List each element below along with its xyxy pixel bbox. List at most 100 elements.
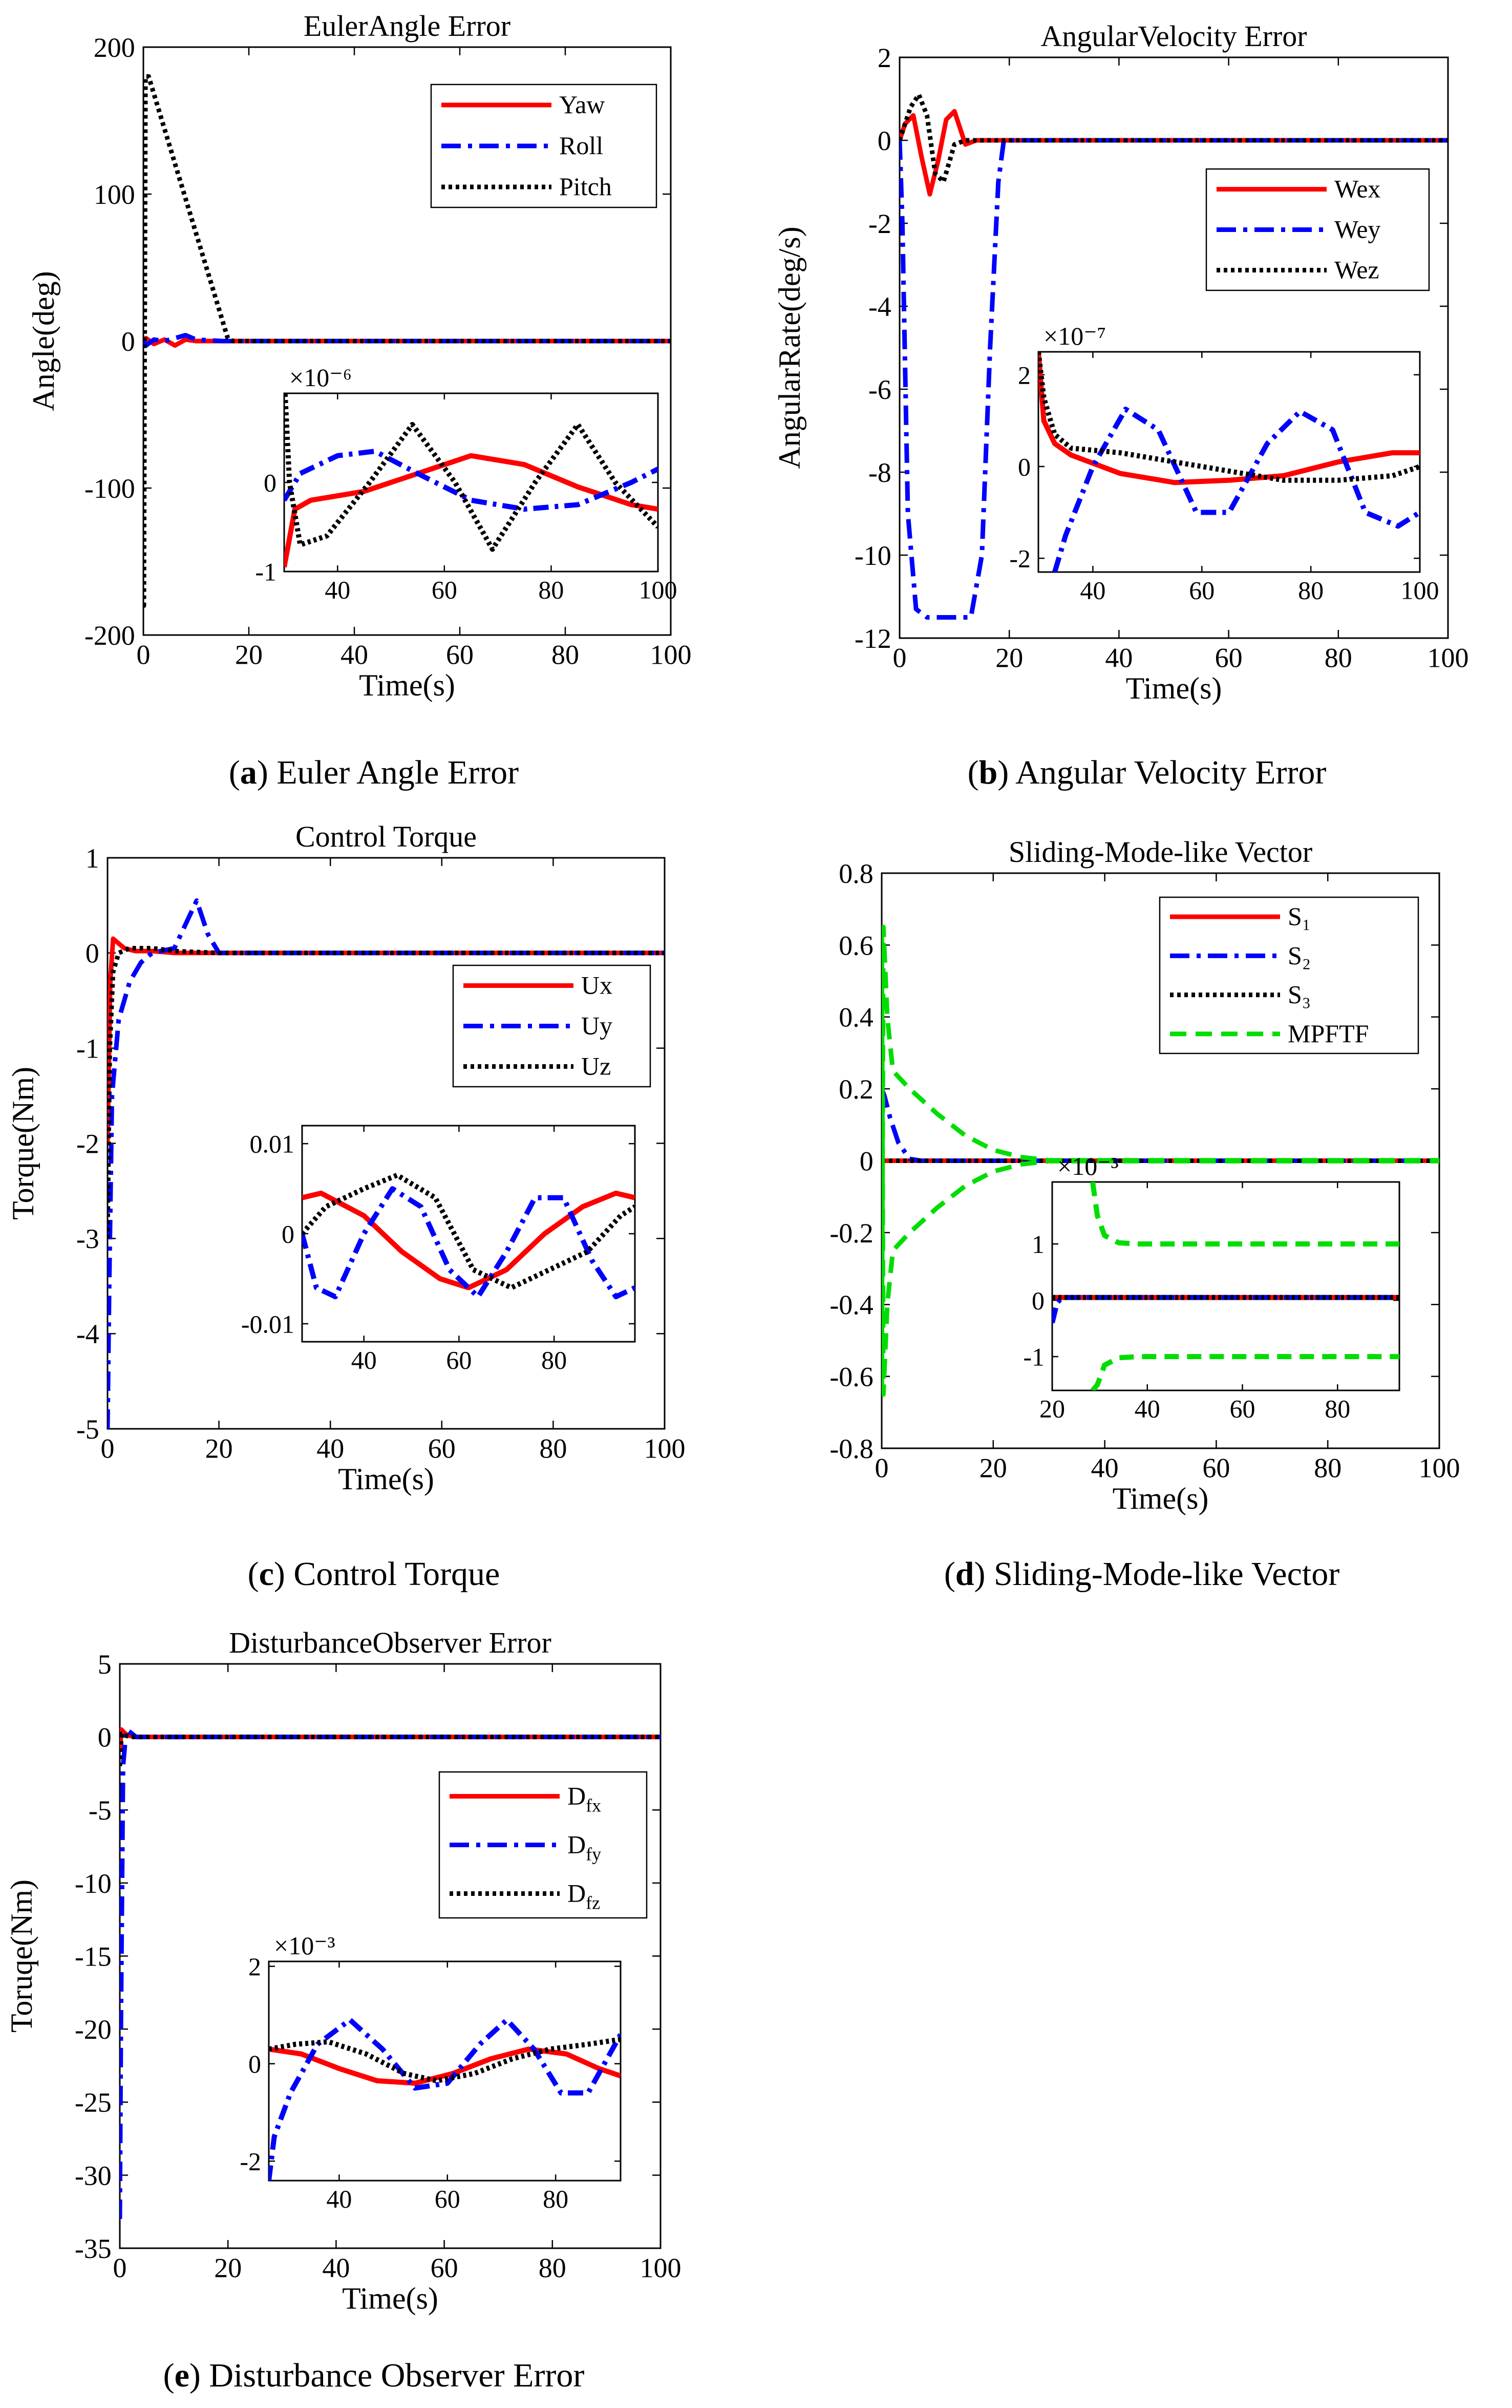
chart-b-inset-series-2	[1038, 352, 1420, 483]
chart-e-xtick-label: 20	[214, 2253, 242, 2284]
chart-c-ytick-label: 1	[86, 843, 99, 874]
chart-c-xtick-label: 40	[316, 1433, 344, 1464]
chart-d-inset-ytick-label: 0	[1032, 1286, 1045, 1315]
chart-a-xlabel: Time(s)	[359, 668, 455, 702]
chart-c-ylabel: Torque(Nm)	[6, 1067, 40, 1220]
chart-b-ytick-label: -2	[868, 208, 891, 239]
chart-e-inset-series-1	[269, 2017, 621, 2181]
chart-d-ytick-label: -0.8	[829, 1433, 873, 1464]
chart-c-ytick-label: -3	[76, 1223, 99, 1254]
chart-c-ytick-label: -2	[76, 1128, 99, 1159]
chart-b-ytick-label: -4	[868, 291, 891, 322]
chart-e-series-1	[120, 1727, 661, 2219]
chart-e-ytick-label: -5	[89, 1795, 112, 1826]
caption-b: (b) Angular Velocity Error	[968, 754, 1327, 791]
chart-d-ytick-label: 0.6	[839, 930, 874, 961]
chart-c-xlabel: Time(s)	[338, 1462, 434, 1496]
chart-e-ytick-label: 0	[98, 1722, 112, 1753]
chart-d-series-3	[882, 924, 1439, 1395]
chart-e-ytick-label: 5	[98, 1649, 112, 1680]
chart-b-series-1	[900, 138, 1448, 620]
chart-d-legend: S₁ S₂ S₃ MPFTF	[1159, 896, 1419, 1054]
chart-e-ylabel: Toruqe(Nm)	[5, 1879, 38, 2033]
chart-c-inset-ytick-label: 0.01	[250, 1130, 295, 1158]
chart-e-xtick-label: 100	[640, 2253, 682, 2284]
chart-d-inset-xtick-label: 20	[1039, 1395, 1065, 1423]
chart-d-inset: 20 40 60 80 -1 0 1 ×10⁻³	[1023, 1152, 1400, 1423]
chart-d-xtick-label: 100	[1419, 1453, 1460, 1484]
chart-a-legend-label: Roll	[559, 131, 603, 160]
chart-d-ytick-label: 0.2	[839, 1074, 874, 1105]
chart-b-xtick-label: 60	[1215, 643, 1243, 673]
chart-a-inset-ytick-label: -1	[255, 558, 276, 586]
chart-e-legend-label: Dfz	[567, 1879, 600, 1913]
chart-e-inset: 40 60 80 -2 0 2 ×10⁻³	[240, 1931, 622, 2213]
chart-b-ytick-label: -12	[855, 623, 891, 654]
chart-a: 0 20 40 60 80 100 -200 -100 0 100 200 EulerAngle Er…	[27, 9, 692, 702]
chart-e-inset-axes-box	[268, 1960, 622, 2182]
chart-b-xtick-label: 0	[893, 643, 907, 673]
chart-c-xtick-label: 60	[428, 1433, 456, 1464]
chart-d-ytick-label: 0.8	[839, 858, 874, 889]
chart-b-inset-xtick-label: 40	[1080, 576, 1105, 605]
chart-d-series-4	[882, 927, 1439, 1397]
chart-c-inset-series-1	[302, 1186, 635, 1300]
chart-d-inset-series-3	[1090, 1182, 1399, 1247]
chart-e-xtick-label: 0	[113, 2253, 127, 2284]
chart-b-inset-axes-box	[1037, 351, 1421, 573]
chart-e-xtick-label: 40	[322, 2253, 350, 2284]
chart-d-inset-exponent: ×10⁻³	[1057, 1152, 1119, 1180]
chart-a-ytick-label: 100	[94, 179, 135, 210]
chart-a-ylabel: Angle(deg)	[27, 271, 60, 411]
chart-b-inset-xtick-label: 60	[1189, 576, 1215, 605]
chart-a-inset-series-1	[284, 449, 658, 512]
chart-c-legend-label: Uy	[581, 1011, 612, 1040]
chart-e-title: DisturbanceObserver Error	[229, 1626, 551, 1659]
chart-d-legend-label: MPFTF	[1288, 1019, 1369, 1048]
chart-c-legend-label: Uz	[581, 1052, 611, 1081]
chart-e-inset-xtick-label: 60	[435, 2185, 460, 2213]
chart-b-legend-label: Wex	[1334, 175, 1380, 203]
chart-a-xtick-label: 40	[340, 640, 368, 670]
chart-a-legend-label: Pitch	[559, 172, 612, 201]
chart-c-xtick-label: 20	[205, 1433, 233, 1464]
chart-d-xtick-label: 40	[1091, 1453, 1119, 1484]
chart-c-inset: 40 60 80 -0.01 0 0.01	[241, 1125, 636, 1375]
chart-a-legend-label: Yaw	[559, 90, 605, 119]
chart-d-title: Sliding-Mode-like Vector	[1009, 835, 1312, 869]
chart-b-legend-label: Wez	[1334, 256, 1379, 284]
chart-a-inset-xtick-label: 80	[538, 576, 564, 604]
chart-e-legend-label: Dfx	[567, 1782, 601, 1816]
chart-b-inset-xtick-label: 80	[1298, 576, 1324, 605]
chart-c-xtick-label: 80	[539, 1433, 567, 1464]
chart-c-ytick-label: -4	[76, 1319, 99, 1349]
chart-b-ytick-label: 0	[878, 125, 891, 156]
chart-b-series-0	[900, 109, 1448, 197]
chart-e-xtick-label: 80	[539, 2253, 566, 2284]
chart-a-inset-exponent: ×10⁻⁶	[289, 363, 352, 392]
chart-a-inset-axes-box	[283, 392, 659, 573]
chart-a-inset-xtick-label: 100	[639, 576, 677, 604]
chart-e-xlabel: Time(s)	[342, 2282, 438, 2315]
chart-d-ytick-label: 0.4	[839, 1002, 874, 1033]
chart-d-legend-label: S₃	[1288, 980, 1311, 1009]
chart-e-inset-xtick-label: 80	[543, 2185, 568, 2213]
chart-e-inset-series-2	[269, 2037, 621, 2083]
chart-b-inset-series-0	[1038, 352, 1420, 485]
chart-d-legend-label: S₂	[1288, 941, 1311, 969]
chart-b-ytick-label: -6	[868, 374, 891, 405]
chart-b-xlabel: Time(s)	[1126, 671, 1222, 705]
chart-c-inset-series-2	[302, 1172, 635, 1291]
chart-b-ytick-label: 2	[878, 43, 891, 73]
legend-label-main: D	[567, 1782, 586, 1810]
chart-d-inset-xtick-label: 80	[1325, 1395, 1350, 1423]
chart-b-inset-xtick-label: 100	[1401, 576, 1439, 605]
chart-c-legend: Ux Uy Uz	[452, 964, 651, 1088]
chart-e-ytick-label: -10	[75, 1868, 112, 1899]
chart-d-legend-box	[1159, 896, 1419, 1054]
chart-b-xtick-label: 80	[1325, 643, 1352, 673]
chart-c-series-2	[108, 946, 665, 1239]
